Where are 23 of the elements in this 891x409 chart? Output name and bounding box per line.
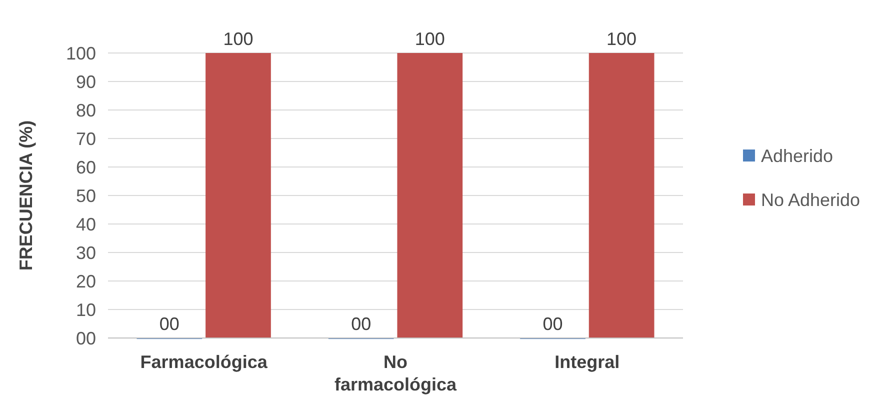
- y-tick-label: 30: [76, 242, 96, 263]
- legend-label: No Adherido: [761, 190, 860, 210]
- y-tick-label: 70: [76, 128, 96, 149]
- data-label: 00: [542, 314, 563, 334]
- data-label: 00: [159, 314, 180, 334]
- legend-label: Adherido: [761, 146, 834, 166]
- y-tick-label: 60: [76, 157, 96, 178]
- x-tick-label: No farmacológica: [334, 352, 458, 394]
- x-tick-label: Farmacológica: [140, 352, 268, 372]
- data-label: 00: [351, 314, 372, 334]
- y-tick-label: 90: [76, 72, 96, 92]
- y-tick-label: 00: [76, 328, 96, 348]
- y-axis-title: FRECUENCIA (%): [16, 120, 36, 271]
- y-tick-label: 80: [76, 100, 96, 120]
- y-tick-label: 20: [76, 271, 96, 292]
- data-label: 100: [223, 29, 254, 49]
- data-label: 100: [606, 29, 637, 49]
- y-tick-label: 40: [76, 214, 96, 234]
- x-tick-label: Integral: [554, 352, 620, 372]
- y-tick-label: 50: [76, 186, 96, 206]
- y-tick-label: 100: [66, 43, 96, 64]
- y-tick-label: 10: [76, 300, 96, 320]
- data-label: 100: [414, 29, 445, 49]
